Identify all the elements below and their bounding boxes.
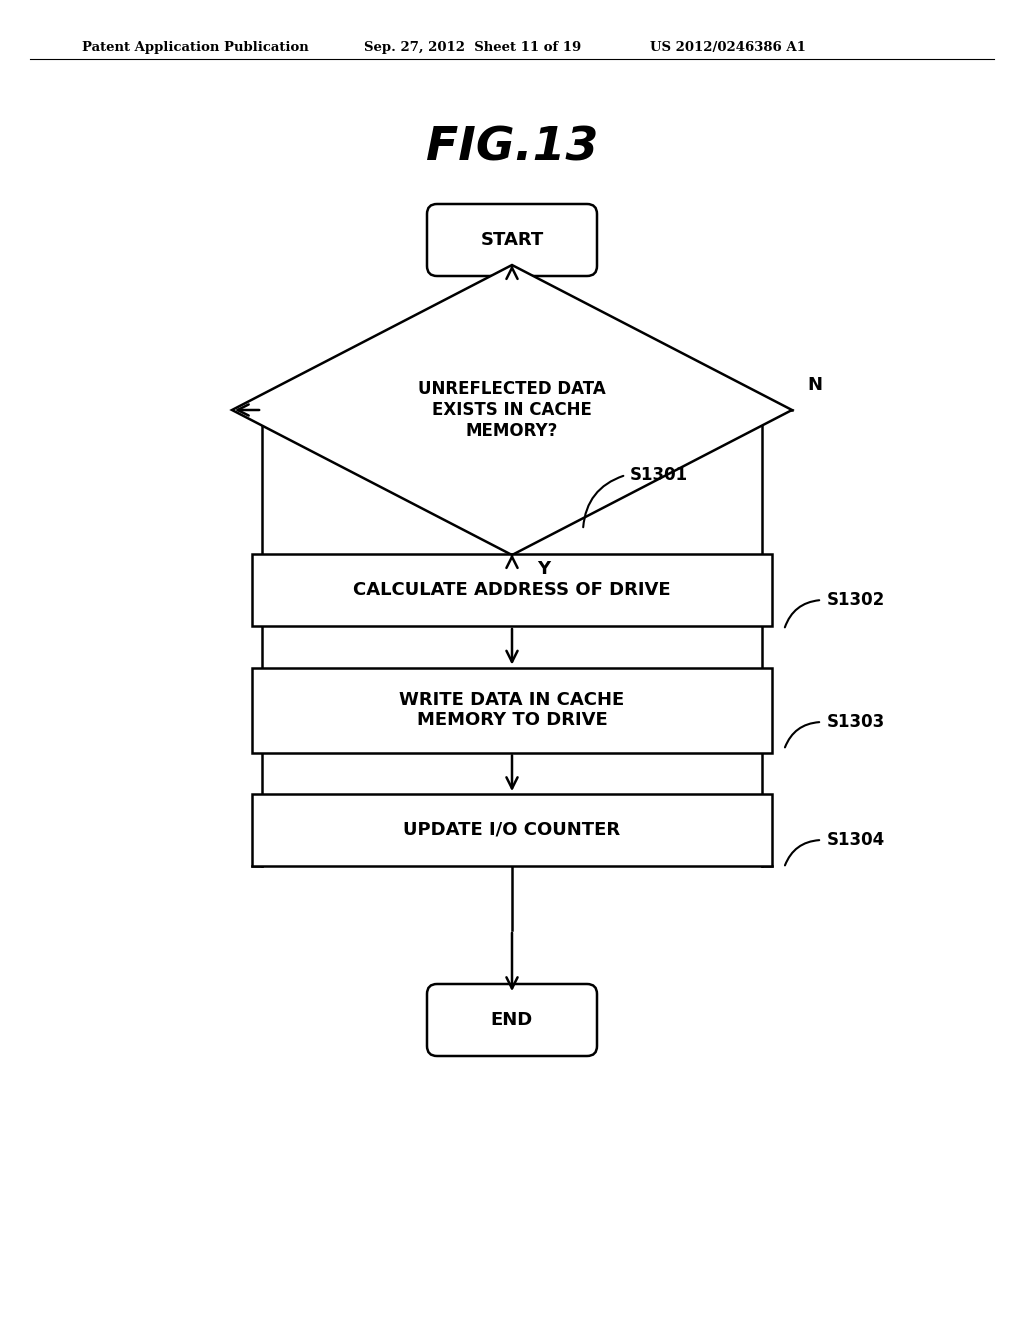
Text: S1302: S1302 [827, 591, 886, 609]
FancyBboxPatch shape [427, 983, 597, 1056]
Text: CALCULATE ADDRESS OF DRIVE: CALCULATE ADDRESS OF DRIVE [353, 581, 671, 599]
Text: US 2012/0246386 A1: US 2012/0246386 A1 [650, 41, 806, 54]
Text: N: N [807, 376, 822, 393]
Text: S1304: S1304 [827, 832, 886, 849]
Text: Patent Application Publication: Patent Application Publication [82, 41, 308, 54]
Text: UNREFLECTED DATA
EXISTS IN CACHE
MEMORY?: UNREFLECTED DATA EXISTS IN CACHE MEMORY? [418, 380, 606, 440]
Bar [252, 554, 772, 626]
Polygon shape [232, 265, 792, 554]
FancyBboxPatch shape [427, 205, 597, 276]
Text: END: END [490, 1011, 534, 1030]
Text: S1301: S1301 [630, 466, 688, 484]
Text: Sep. 27, 2012  Sheet 11 of 19: Sep. 27, 2012 Sheet 11 of 19 [364, 41, 581, 54]
Text: S1303: S1303 [827, 713, 886, 731]
Text: START: START [480, 231, 544, 249]
Text: Y: Y [537, 560, 550, 578]
Text: WRITE DATA IN CACHE
MEMORY TO DRIVE: WRITE DATA IN CACHE MEMORY TO DRIVE [399, 690, 625, 730]
Bar [252, 668, 772, 752]
Bar [252, 795, 772, 866]
Text: UPDATE I/O COUNTER: UPDATE I/O COUNTER [403, 821, 621, 840]
Text: FIG.13: FIG.13 [426, 125, 598, 170]
